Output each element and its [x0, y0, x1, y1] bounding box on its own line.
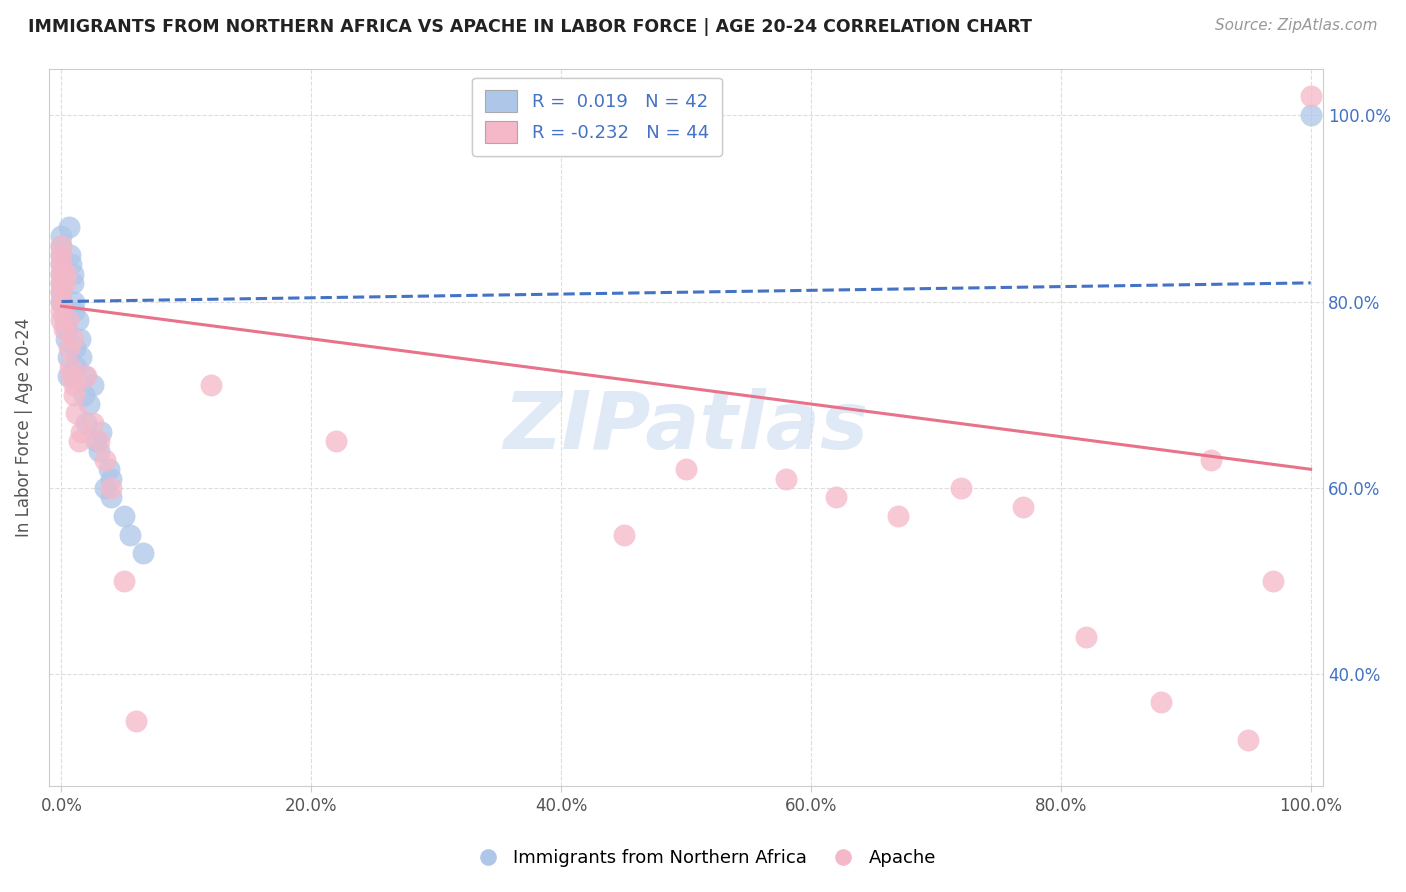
- Y-axis label: In Labor Force | Age 20-24: In Labor Force | Age 20-24: [15, 318, 32, 537]
- Point: [77, 397, 100, 411]
- Point: [51, 248, 73, 262]
- Point: [125, 714, 148, 728]
- Point: [51, 276, 73, 290]
- Point: [75, 416, 97, 430]
- Point: [51, 257, 73, 271]
- Point: [949, 481, 972, 495]
- Point: [75, 369, 97, 384]
- Point: [100, 490, 122, 504]
- Point: [200, 378, 222, 392]
- Point: [97, 462, 120, 476]
- Point: [1012, 500, 1035, 514]
- Point: [67, 434, 90, 449]
- Point: [1263, 574, 1285, 588]
- Point: [62, 332, 84, 346]
- Point: [100, 481, 122, 495]
- Text: IMMIGRANTS FROM NORTHERN AFRICA VS APACHE IN LABOR FORCE | AGE 20-24 CORRELATION: IMMIGRANTS FROM NORTHERN AFRICA VS APACH…: [28, 18, 1032, 36]
- Point: [70, 425, 93, 439]
- Point: [131, 546, 153, 560]
- Point: [55, 332, 77, 346]
- Point: [1237, 732, 1260, 747]
- Point: [53, 276, 76, 290]
- Point: [59, 359, 82, 374]
- Point: [51, 267, 73, 281]
- Point: [112, 574, 135, 588]
- Point: [112, 508, 135, 523]
- Point: [87, 443, 110, 458]
- Point: [66, 313, 89, 327]
- Point: [53, 313, 76, 327]
- Point: [1299, 108, 1322, 122]
- Point: [100, 472, 122, 486]
- Point: [82, 416, 104, 430]
- Point: [775, 472, 797, 486]
- Point: [51, 313, 73, 327]
- Point: [69, 332, 91, 346]
- Point: [62, 267, 84, 281]
- Text: Source: ZipAtlas.com: Source: ZipAtlas.com: [1215, 18, 1378, 33]
- Point: [51, 276, 73, 290]
- Point: [52, 322, 75, 336]
- Point: [613, 527, 636, 541]
- Point: [75, 369, 97, 384]
- Point: [1199, 453, 1222, 467]
- Point: [59, 248, 82, 262]
- Point: [51, 285, 73, 300]
- Point: [1299, 89, 1322, 103]
- Point: [56, 369, 79, 384]
- Point: [55, 267, 77, 281]
- Point: [51, 267, 73, 281]
- Legend: R =  0.019   N = 42, R = -0.232   N = 44: R = 0.019 N = 42, R = -0.232 N = 44: [472, 78, 721, 156]
- Point: [63, 303, 86, 318]
- Point: [63, 294, 86, 309]
- Point: [56, 351, 79, 365]
- Point: [675, 462, 697, 476]
- Point: [51, 285, 73, 300]
- Point: [51, 229, 73, 244]
- Point: [887, 508, 910, 523]
- Point: [94, 481, 117, 495]
- Point: [63, 341, 86, 355]
- Text: ZIPatlas: ZIPatlas: [503, 388, 869, 467]
- Point: [90, 425, 112, 439]
- Point: [51, 294, 73, 309]
- Point: [1150, 695, 1173, 709]
- Point: [56, 313, 79, 327]
- Point: [51, 248, 73, 262]
- Point: [62, 276, 84, 290]
- Point: [60, 369, 83, 384]
- Point: [51, 238, 73, 252]
- Point: [65, 406, 87, 420]
- Point: [70, 351, 93, 365]
- Point: [86, 434, 108, 449]
- Point: [87, 434, 110, 449]
- Point: [1074, 630, 1097, 644]
- Legend: Immigrants from Northern Africa, Apache: Immigrants from Northern Africa, Apache: [463, 842, 943, 874]
- Point: [94, 453, 117, 467]
- Point: [65, 359, 87, 374]
- Point: [325, 434, 347, 449]
- Point: [58, 219, 80, 234]
- Point: [63, 388, 86, 402]
- Point: [58, 341, 80, 355]
- Point: [60, 257, 83, 271]
- Point: [63, 378, 86, 392]
- Point: [73, 388, 96, 402]
- Point: [82, 378, 104, 392]
- Point: [55, 322, 77, 336]
- Point: [51, 303, 73, 318]
- Point: [51, 257, 73, 271]
- Point: [51, 238, 73, 252]
- Point: [120, 527, 142, 541]
- Point: [53, 303, 76, 318]
- Point: [825, 490, 848, 504]
- Point: [51, 294, 73, 309]
